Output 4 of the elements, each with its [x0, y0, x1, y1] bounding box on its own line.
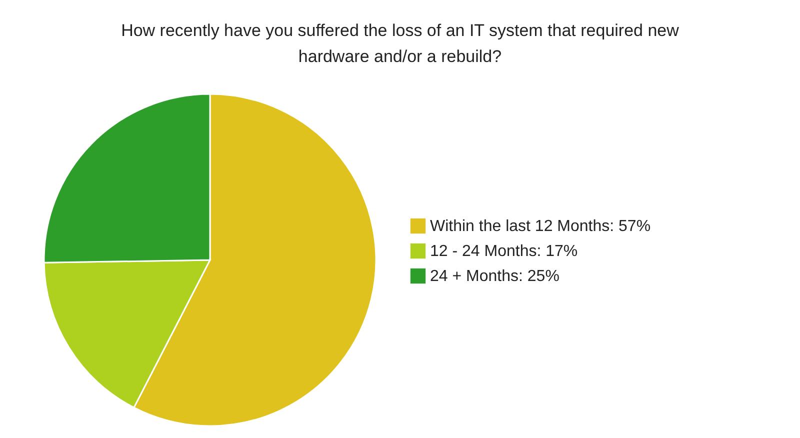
legend-label: 12 - 24 Months: 17% [430, 243, 578, 260]
legend-label: Within the last 12 Months: 57% [430, 218, 651, 235]
chart-title: How recently have you suffered the loss of an IT system that required new hardware and/or a rebuild? [121, 21, 680, 66]
legend-label: 24 + Months: 25% [430, 268, 560, 285]
